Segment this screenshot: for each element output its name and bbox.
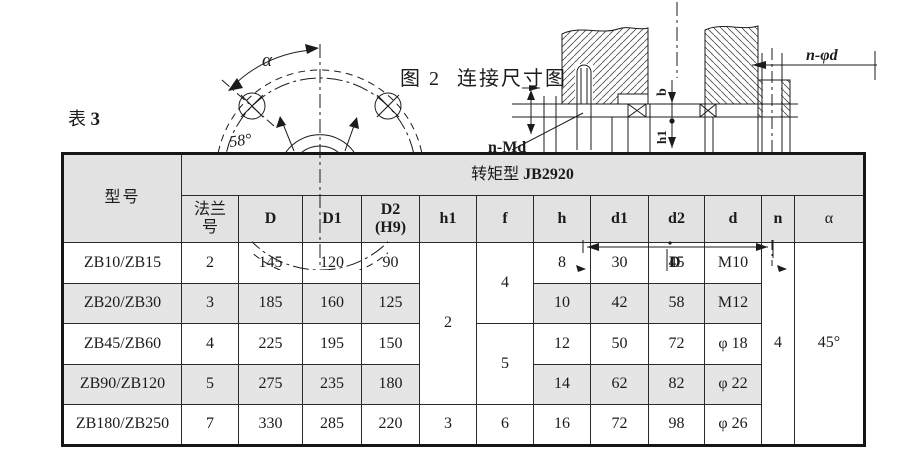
cell-D1: 235 <box>302 364 362 405</box>
cell-flange-no: 4 <box>181 323 239 365</box>
figure-caption: 图 2 连接尺寸图 <box>400 62 567 91</box>
bolt-hole-left <box>238 92 266 120</box>
cell-d2: 45 <box>648 242 705 284</box>
col-header-alpha: α <box>794 195 865 243</box>
cell-D1: 120 <box>302 242 362 284</box>
cell-d: φ 22 <box>704 364 762 405</box>
col-header-flange: 法兰号 <box>181 195 239 243</box>
cell-D1: 195 <box>302 323 362 365</box>
table-row: ZB180/ZB250 7 330 285 220 3 6 16 72 98 φ… <box>62 404 865 446</box>
cell-D1: 285 <box>302 404 362 446</box>
cell-h: 12 <box>533 323 591 365</box>
cell-D2: 150 <box>361 323 420 365</box>
cell-model: ZB180/ZB250 <box>62 404 182 446</box>
cell-f-merged: 4 <box>476 242 534 324</box>
cell-d1: 62 <box>590 364 649 405</box>
table-row: ZB10/ZB15 2 145 120 90 2 4 8 30 45 M10 4… <box>62 242 865 446</box>
cell-f: 6 <box>476 404 534 446</box>
cell-d1: 30 <box>590 242 649 284</box>
table-row: ZB90/ZB120 5 275 235 180 14 62 82 φ 22 <box>62 364 865 405</box>
col-header-h1: h1 <box>419 195 477 243</box>
figure-caption-number: 图 2 <box>400 68 441 90</box>
col-header-D: D <box>238 195 303 243</box>
col-header-n: n <box>761 195 795 243</box>
group-header: 转矩型 JB2920 <box>181 153 865 196</box>
cell-h: 8 <box>533 242 591 284</box>
group-header-code: JB2920 <box>523 165 574 183</box>
cell-d1: 42 <box>590 283 649 324</box>
cell-flange-no: 5 <box>181 364 239 405</box>
table-label-prefix: 表 <box>68 109 86 129</box>
cell-D: 275 <box>238 364 303 405</box>
cell-D1: 160 <box>302 283 362 324</box>
col-header-h: h <box>533 195 591 243</box>
alpha-label: α <box>262 50 273 71</box>
cell-d2: 82 <box>648 364 705 405</box>
col-header-d1: d1 <box>590 195 649 243</box>
b-dimension-label: b <box>655 88 670 96</box>
cell-alpha-merged: 45° <box>794 242 865 446</box>
cell-d2: 58 <box>648 283 705 324</box>
cell-f-merged: 5 <box>476 323 534 405</box>
cell-h1-merged: 2 <box>419 242 477 405</box>
cell-D: 330 <box>238 404 303 446</box>
h1-dimension-label: h1 <box>654 130 669 144</box>
cell-h: 14 <box>533 364 591 405</box>
cell-model: ZB10/ZB15 <box>62 242 182 284</box>
cell-flange-no: 2 <box>181 242 239 284</box>
col-header-D2: D2 (H9) <box>361 195 420 243</box>
cell-flange-no: 3 <box>181 283 239 324</box>
cell-h: 16 <box>533 404 591 446</box>
cell-n-merged: 4 <box>761 242 795 446</box>
cell-d2: 72 <box>648 323 705 365</box>
cell-D2: 125 <box>361 283 420 324</box>
table-row: ZB45/ZB60 4 225 195 150 5 12 50 72 φ 18 <box>62 323 865 405</box>
col-header-D1: D1 <box>302 195 362 243</box>
cell-D2: 220 <box>361 404 420 446</box>
group-header-cn: 转矩型 <box>471 165 520 183</box>
bolt-hole-right <box>374 92 402 120</box>
cell-d: φ 26 <box>704 404 762 446</box>
table-number-label: 表 3 <box>68 105 100 131</box>
n-phi-d-label: n-φd <box>806 47 839 64</box>
cell-d1: 72 <box>590 404 649 446</box>
col-header-f: f <box>476 195 534 243</box>
table-row: ZB20/ZB30 3 185 160 125 10 42 58 M12 <box>62 283 865 324</box>
cell-model: ZB90/ZB120 <box>62 364 182 405</box>
cell-D2: 90 <box>361 242 420 284</box>
cell-d: M12 <box>704 283 762 324</box>
cell-d: M10 <box>704 242 762 284</box>
cell-D: 185 <box>238 283 303 324</box>
cell-D: 225 <box>238 323 303 365</box>
cell-model: ZB45/ZB60 <box>62 323 182 365</box>
col-header-d: d <box>704 195 762 243</box>
angle-58-label: 58° <box>228 131 253 151</box>
cell-model: ZB20/ZB30 <box>62 283 182 324</box>
cell-D2: 180 <box>361 364 420 405</box>
cell-h1: 3 <box>419 404 477 446</box>
figure-caption-title: 连接尺寸图 <box>457 68 567 90</box>
cell-h: 10 <box>533 283 591 324</box>
col-header-d2: d2 <box>648 195 705 243</box>
table-label-number: 3 <box>90 109 101 130</box>
cell-d2: 98 <box>648 404 705 446</box>
spec-table: 型号 转矩型 JB2920 法兰号 D D1 D2 (H9) h1 f h d1… <box>61 152 866 447</box>
cell-d: φ 18 <box>704 323 762 365</box>
corner-header-model: 型号 <box>62 153 182 243</box>
spec-table-wrap: 型号 转矩型 JB2920 法兰号 D D1 D2 (H9) h1 f h d1… <box>61 152 866 447</box>
cell-D: 145 <box>238 242 303 284</box>
cell-flange-no: 7 <box>181 404 239 446</box>
cell-d1: 50 <box>590 323 649 365</box>
